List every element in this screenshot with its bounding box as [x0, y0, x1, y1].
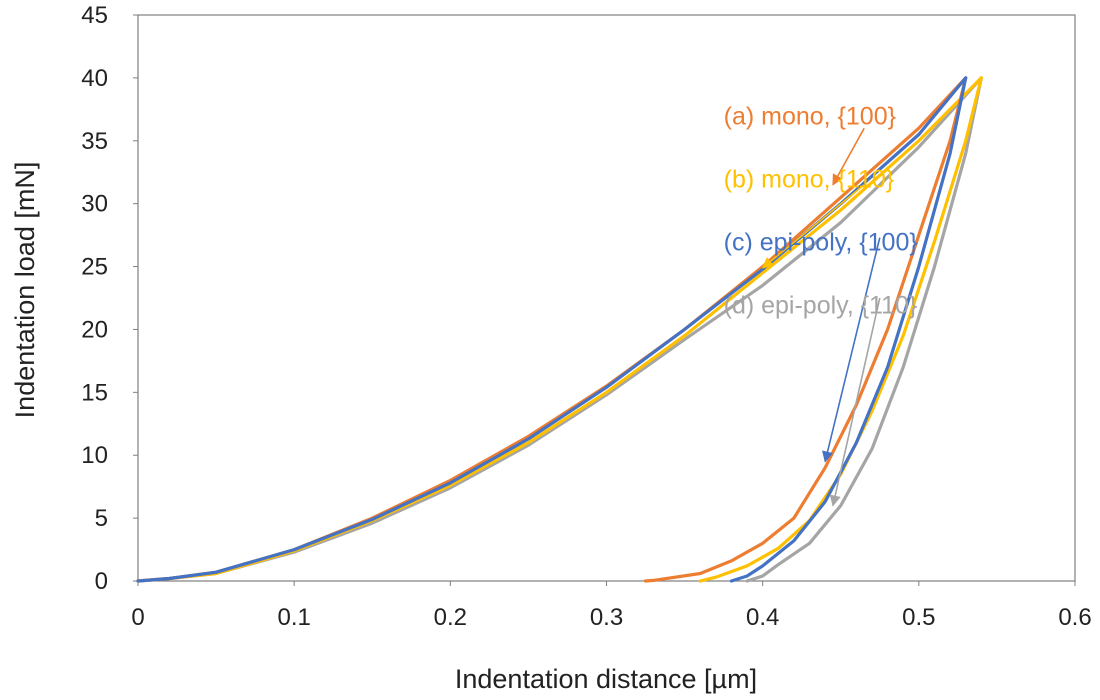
x-tick-label: 0.1	[277, 604, 310, 631]
y-tick-label: 15	[81, 379, 108, 406]
series-2-loading-line	[136, 76, 983, 583]
y-tick-label: 20	[81, 316, 108, 343]
y-tick-label: 0	[95, 568, 108, 595]
x-tick-label: 0.4	[746, 604, 779, 631]
plot-area-border	[137, 14, 1076, 582]
series-4-unloading-line	[745, 76, 983, 583]
series-1-unloading-line	[643, 76, 968, 583]
y-tick-label: 30	[81, 191, 108, 218]
x-tick-label: 0.3	[590, 604, 623, 631]
series-3-unloading-line	[729, 76, 968, 583]
series-4-loading-line	[136, 76, 983, 583]
y-tick-label: 5	[95, 505, 108, 532]
x-tick-label: 0.6	[1058, 604, 1091, 631]
legend-label-series-4: (d) epi-poly, {110}	[724, 291, 918, 319]
axes: 0 0.1 0.2 0.3 0.4 0.5 0.6 0 5 10 15 20 25 30 35 40 45	[81, 2, 1091, 631]
legend-label-series-2: (b) mono, {110}	[724, 166, 894, 194]
annotation-arrow-series-4	[829, 297, 881, 507]
series-lines	[136, 76, 983, 583]
y-tick-label: 40	[81, 65, 108, 92]
y-tick-label: 25	[81, 254, 108, 281]
annotation-arrow-series-3	[822, 237, 881, 463]
x-tick-label: 0	[131, 604, 144, 631]
x-tick-label: 0.2	[434, 604, 467, 631]
annotation-arrow-series-1	[832, 127, 865, 186]
y-tick-label: 10	[81, 442, 108, 469]
y-tick-label: 35	[81, 128, 108, 155]
x-tick-label: 0.5	[902, 604, 935, 631]
x-axis-title: Indentation distance [µm]	[455, 664, 757, 694]
annotation-arrow-series-2	[761, 184, 865, 269]
legend-label-series-3: (c) epi-poly, {100}	[724, 228, 918, 256]
y-axis-title: Indentation load [mN]	[10, 162, 40, 419]
legend-label-series-1: (a) mono, {100}	[724, 103, 896, 131]
y-tick-label: 45	[81, 2, 108, 29]
annotations: (a) mono, {100} (b) mono, {110} (c) epi-po…	[724, 103, 918, 507]
